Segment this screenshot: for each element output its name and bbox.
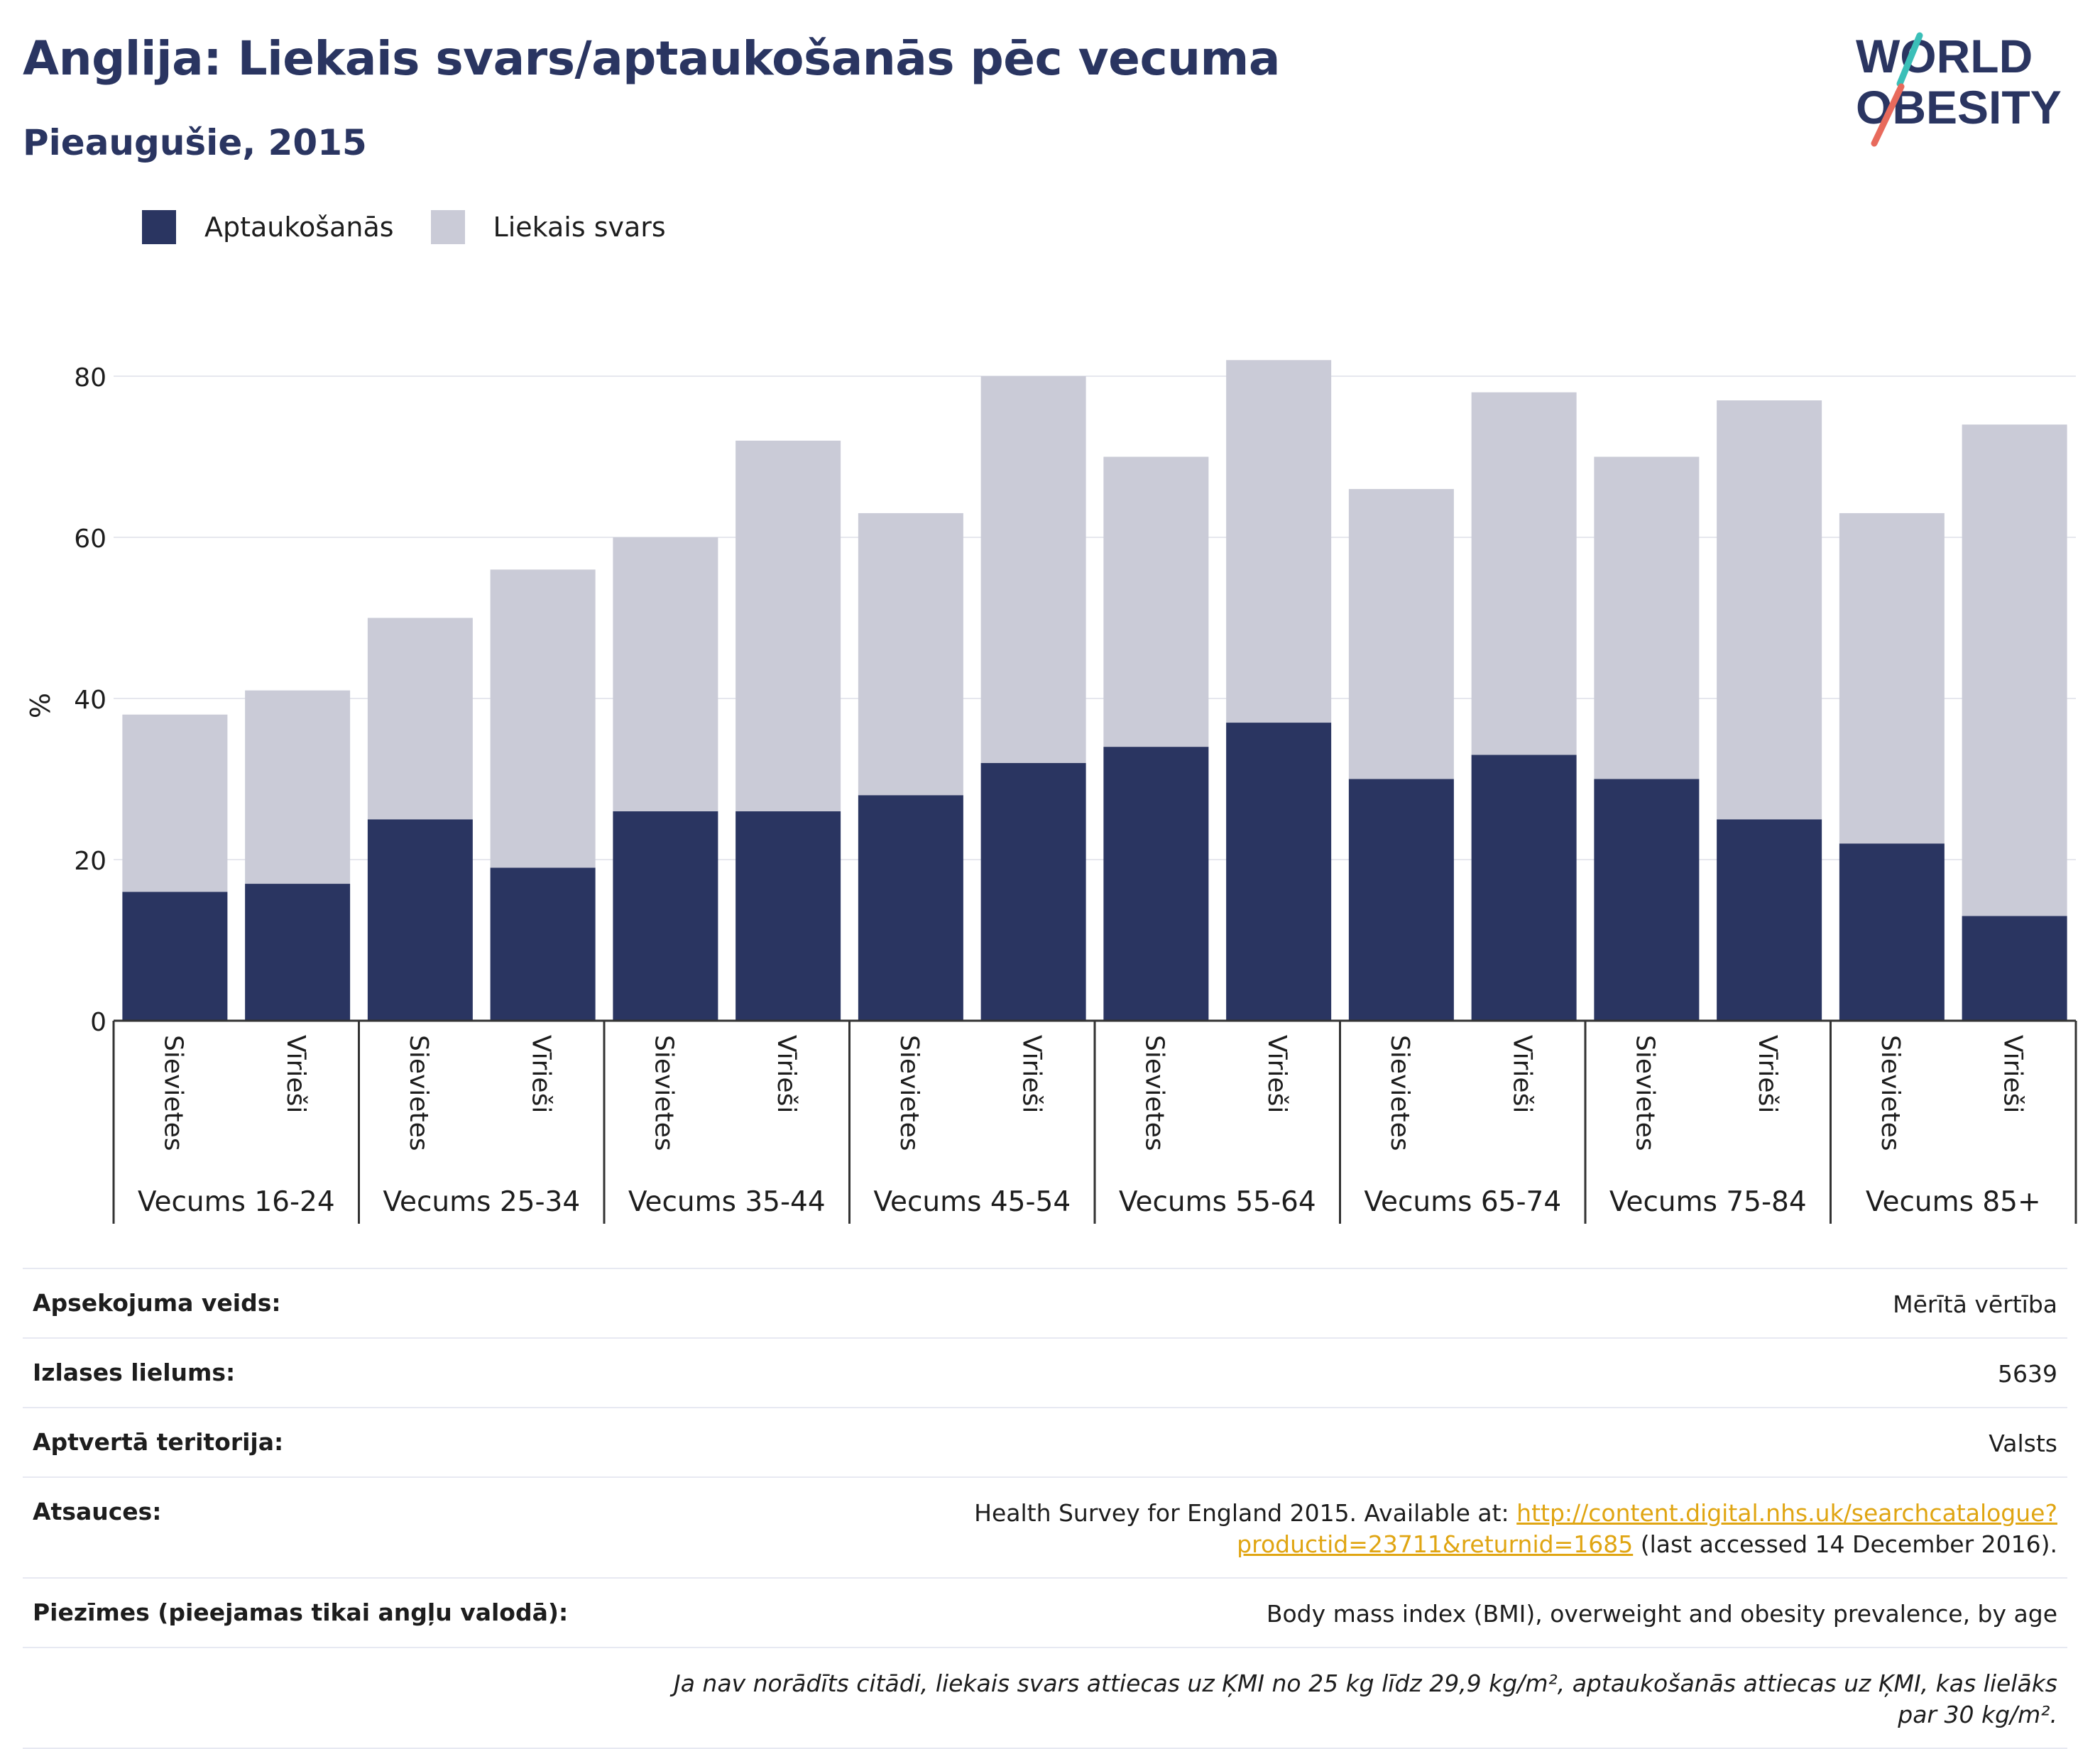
x-tick-label: Sievietes xyxy=(404,1035,433,1151)
group-label: Vecums 55-64 xyxy=(1119,1186,1316,1218)
bar-obesity xyxy=(1839,843,1945,1021)
x-tick-label: Vīrieši xyxy=(1508,1035,1537,1113)
bar-overweight xyxy=(1839,512,1945,844)
bar-overweight xyxy=(980,376,1086,763)
bar-overweight xyxy=(1471,392,1577,755)
info-value: 5639 xyxy=(1998,1360,2057,1388)
y-tick-label: 60 xyxy=(74,525,106,554)
bar-overweight xyxy=(1962,424,2067,916)
reference-link[interactable]: http://content.digital.nhs.uk/searchcata… xyxy=(1237,1499,2057,1558)
info-label: Izlases lielums: xyxy=(33,1359,236,1386)
x-tick-label: Vīrieši xyxy=(281,1035,310,1113)
bar-obesity xyxy=(1471,755,1577,1021)
bar-overweight xyxy=(1348,488,1454,779)
x-tick-label: Sievietes xyxy=(895,1035,924,1151)
x-tick-label: Vīrieši xyxy=(527,1035,556,1113)
info-label: Apsekojuma veids: xyxy=(33,1289,281,1317)
x-tick-label: Vīrieši xyxy=(1262,1035,1291,1113)
info-table: Apsekojuma veids: Mērītā vērtība Izlases… xyxy=(23,1268,2067,1749)
world-obesity-logo: WORLD OBESITY xyxy=(1856,30,2062,147)
y-tick-label: 80 xyxy=(74,363,106,393)
bar-overweight xyxy=(367,618,473,820)
bar-overweight xyxy=(613,537,718,811)
bar-obesity xyxy=(858,795,963,1021)
y-tick-label: 20 xyxy=(74,847,106,876)
info-row-references: Atsauces: Health Survey for England 2015… xyxy=(23,1476,2067,1577)
x-tick-label: Sievietes xyxy=(158,1035,187,1151)
logo-line-2: OBESITY xyxy=(1856,81,2062,133)
info-row-definition: Ja nav norādīts citādi, liekais svars at… xyxy=(23,1647,2067,1749)
bar-overweight xyxy=(122,714,228,892)
reference-access-note: (last accessed 14 December 2016). xyxy=(1633,1530,2057,1558)
bar-obesity xyxy=(613,811,718,1021)
group-label: Vecums 16-24 xyxy=(138,1186,335,1218)
bar-overweight xyxy=(735,440,841,811)
x-tick-label: Sievietes xyxy=(1876,1035,1905,1151)
info-value: Mērītā vērtība xyxy=(1893,1290,2057,1318)
bar-obesity xyxy=(1348,779,1454,1021)
bar-obesity xyxy=(1226,723,1332,1021)
bar-overweight xyxy=(1103,456,1209,747)
bar-overweight xyxy=(1594,456,1700,779)
group-label: Vecums 45-54 xyxy=(873,1186,1071,1218)
legend-swatch-overweight xyxy=(430,210,465,244)
chart-legend: Aptaukošanās Liekais svars xyxy=(142,210,703,244)
bar-overweight xyxy=(858,512,963,796)
info-value: Valsts xyxy=(1989,1430,2057,1457)
bar-overweight xyxy=(1226,360,1332,723)
bar-obesity xyxy=(245,884,351,1021)
x-tick-label: Sievietes xyxy=(1630,1035,1659,1151)
logo-line-1: WORLD xyxy=(1856,30,2033,82)
chart-title: Anglija: Liekais svars/aptaukošanās pēc … xyxy=(23,31,1280,86)
info-row-sample-size: Izlases lielums: 5639 xyxy=(23,1337,2067,1407)
group-label: Vecums 25-34 xyxy=(383,1186,580,1218)
bar-obesity xyxy=(122,892,228,1021)
x-tick-label: Vīrieši xyxy=(1017,1035,1046,1113)
info-value: Health Survey for England 2015. Availabl… xyxy=(638,1498,2057,1560)
bar-overweight xyxy=(245,690,351,884)
bar-obesity xyxy=(980,762,1086,1021)
group-label: Vecums 65-74 xyxy=(1364,1186,1561,1218)
bar-obesity xyxy=(1962,916,2067,1021)
group-label: Vecums 85+ xyxy=(1866,1186,2041,1218)
stacked-bar-chart: 0 20 40 60 80% Sievietes Vīrieši Sievietes Vīrie… xyxy=(25,360,2077,1224)
info-label: Piezīmes (pieejamas tikai angļu valodā): xyxy=(33,1599,569,1626)
x-tick-label: Vīrieši xyxy=(1753,1035,1782,1113)
y-axis-label: % xyxy=(25,693,56,718)
bar-obesity xyxy=(1717,819,1822,1021)
info-label: Aptvertā teritorija: xyxy=(33,1428,284,1456)
bar-obesity xyxy=(1103,747,1209,1021)
reference-text: Health Survey for England 2015. Availabl… xyxy=(974,1499,1517,1527)
legend-item-obesity: Aptaukošanās xyxy=(142,210,394,244)
info-row-coverage: Aptvertā teritorija: Valsts xyxy=(23,1407,2067,1476)
y-tick-label: 0 xyxy=(90,1008,106,1037)
y-tick-label: 40 xyxy=(74,686,106,715)
bar-obesity xyxy=(735,811,841,1021)
legend-label-obesity: Aptaukošanās xyxy=(204,212,394,243)
group-label: Vecums 35-44 xyxy=(628,1186,826,1218)
x-tick-label: Vīrieši xyxy=(772,1035,801,1113)
info-value: Body mass index (BMI), overweight and ob… xyxy=(1266,1600,2057,1628)
bar-overweight xyxy=(490,569,596,868)
bar-obesity xyxy=(1594,779,1700,1021)
chart-subtitle: Pieaugušie, 2015 xyxy=(23,122,367,163)
info-row-notes: Piezīmes (pieejamas tikai angļu valodā):… xyxy=(23,1577,2067,1647)
legend-item-overweight: Liekais svars xyxy=(430,210,666,244)
info-value: Ja nav norādīts citādi, liekais svars at… xyxy=(673,1670,2057,1728)
info-label: Atsauces: xyxy=(33,1498,162,1525)
bar-overweight xyxy=(1717,400,1822,820)
bar-obesity xyxy=(367,819,473,1021)
x-tick-label: Sievietes xyxy=(649,1035,678,1151)
info-row-survey-type: Apsekojuma veids: Mērītā vērtība xyxy=(23,1268,2067,1337)
x-tick-label: Sievietes xyxy=(1385,1035,1414,1151)
group-label: Vecums 75-84 xyxy=(1609,1186,1807,1218)
x-tick-label: Vīrieši xyxy=(1998,1035,2028,1113)
bar-obesity xyxy=(490,867,596,1021)
x-tick-label: Sievietes xyxy=(1139,1035,1169,1151)
legend-label-overweight: Liekais svars xyxy=(493,212,666,243)
legend-swatch-obesity xyxy=(142,210,176,244)
